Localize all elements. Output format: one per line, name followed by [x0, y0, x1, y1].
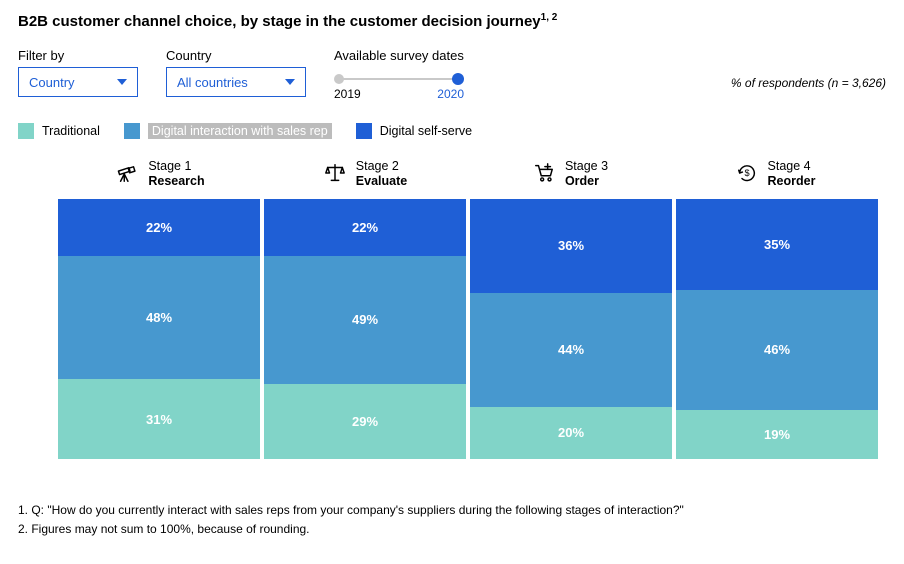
date-slider-label: Available survey dates: [334, 48, 464, 63]
country-label: Country: [166, 48, 306, 63]
scales-icon: [324, 162, 346, 187]
slider-year-start: 2019: [334, 87, 361, 101]
chevron-down-icon: [117, 79, 127, 85]
bar-segment: 19%: [676, 410, 878, 459]
filter-value: Country: [29, 75, 75, 90]
date-slider[interactable]: 2019 2020: [334, 73, 464, 101]
stage-header-text: Stage 3 Order: [565, 159, 608, 189]
bar-segment: 20%: [470, 407, 672, 459]
legend-item: Digital interaction with sales rep: [124, 123, 332, 139]
country-dropdown[interactable]: All countries: [166, 67, 306, 97]
bar-segment: 29%: [264, 384, 466, 459]
footnotes: 1. Q: "How do you currently interact wit…: [18, 501, 886, 539]
slider-year-end: 2020: [437, 87, 464, 101]
bar-segment: 22%: [58, 199, 260, 256]
filter-dropdown[interactable]: Country: [18, 67, 138, 97]
stage-num: Stage 3: [565, 159, 608, 174]
slider-knob-end[interactable]: [452, 73, 464, 85]
bar-segment: 31%: [58, 379, 260, 459]
stage-num: Stage 4: [768, 159, 816, 174]
stage-header: Stage 1 Research: [58, 151, 263, 199]
stage-header: Stage 2 Evaluate: [263, 151, 468, 199]
chart-column: 36%44%20%: [470, 199, 672, 459]
stage-num: Stage 2: [356, 159, 407, 174]
telescope-icon: [116, 162, 138, 187]
legend-item: Digital self-serve: [356, 123, 472, 139]
stage-name: Order: [565, 174, 608, 189]
legend-swatch: [124, 123, 140, 139]
respondent-note: % of respondents (n = 3,626): [731, 60, 886, 90]
stage-headers: Stage 1 Research Stage 2 Evaluate Stage …: [58, 151, 878, 199]
chart-title-text: B2B customer channel choice, by stage in…: [18, 13, 541, 30]
refresh-dollar-icon: $: [736, 162, 758, 187]
country-value: All countries: [177, 75, 248, 90]
cart-icon: [533, 162, 555, 187]
stage-header-text: Stage 2 Evaluate: [356, 159, 407, 189]
filter-group: Filter by Country: [18, 48, 138, 97]
chart-bars: 22%48%31%22%49%29%36%44%20%35%46%19%: [58, 199, 878, 459]
bar-segment: 36%: [470, 199, 672, 293]
bar-segment: 22%: [264, 199, 466, 256]
chart-column: 35%46%19%: [676, 199, 878, 459]
bar-segment: 35%: [676, 199, 878, 290]
legend-swatch: [356, 123, 372, 139]
chevron-down-icon: [285, 79, 295, 85]
bar-segment: 46%: [676, 290, 878, 410]
legend-swatch: [18, 123, 34, 139]
chart-title: B2B customer channel choice, by stage in…: [18, 12, 886, 30]
bar-segment: 49%: [264, 256, 466, 383]
stage-header-text: Stage 4 Reorder: [768, 159, 816, 189]
bar-segment: 44%: [470, 293, 672, 407]
legend-item: Traditional: [18, 123, 100, 139]
country-group: Country All countries: [166, 48, 306, 97]
bar-segment: 48%: [58, 256, 260, 380]
stage-header: $ Stage 4 Reorder: [673, 151, 878, 199]
controls-row: Filter by Country Country All countries …: [18, 48, 886, 101]
legend-label: Digital interaction with sales rep: [148, 123, 332, 139]
stage-header: Stage 3 Order: [468, 151, 673, 199]
legend: Traditional Digital interaction with sale…: [18, 123, 886, 139]
chart-column: 22%49%29%: [264, 199, 466, 459]
legend-label: Traditional: [42, 124, 100, 138]
footnote-line: 2. Figures may not sum to 100%, because …: [18, 520, 886, 539]
chart-column: 22%48%31%: [58, 199, 260, 459]
filter-label: Filter by: [18, 48, 138, 63]
chart-title-sup: 1, 2: [541, 12, 558, 23]
date-slider-group: Available survey dates 2019 2020: [334, 48, 464, 101]
slider-knob-start[interactable]: [334, 74, 344, 84]
stage-name: Research: [148, 174, 204, 189]
stage-name: Reorder: [768, 174, 816, 189]
stage-num: Stage 1: [148, 159, 204, 174]
stage-name: Evaluate: [356, 174, 407, 189]
chart-area: Stage 1 Research Stage 2 Evaluate Stage …: [58, 151, 878, 459]
stage-header-text: Stage 1 Research: [148, 159, 204, 189]
svg-text:$: $: [744, 167, 749, 177]
footnote-line: 1. Q: "How do you currently interact wit…: [18, 501, 886, 520]
legend-label: Digital self-serve: [380, 124, 472, 138]
